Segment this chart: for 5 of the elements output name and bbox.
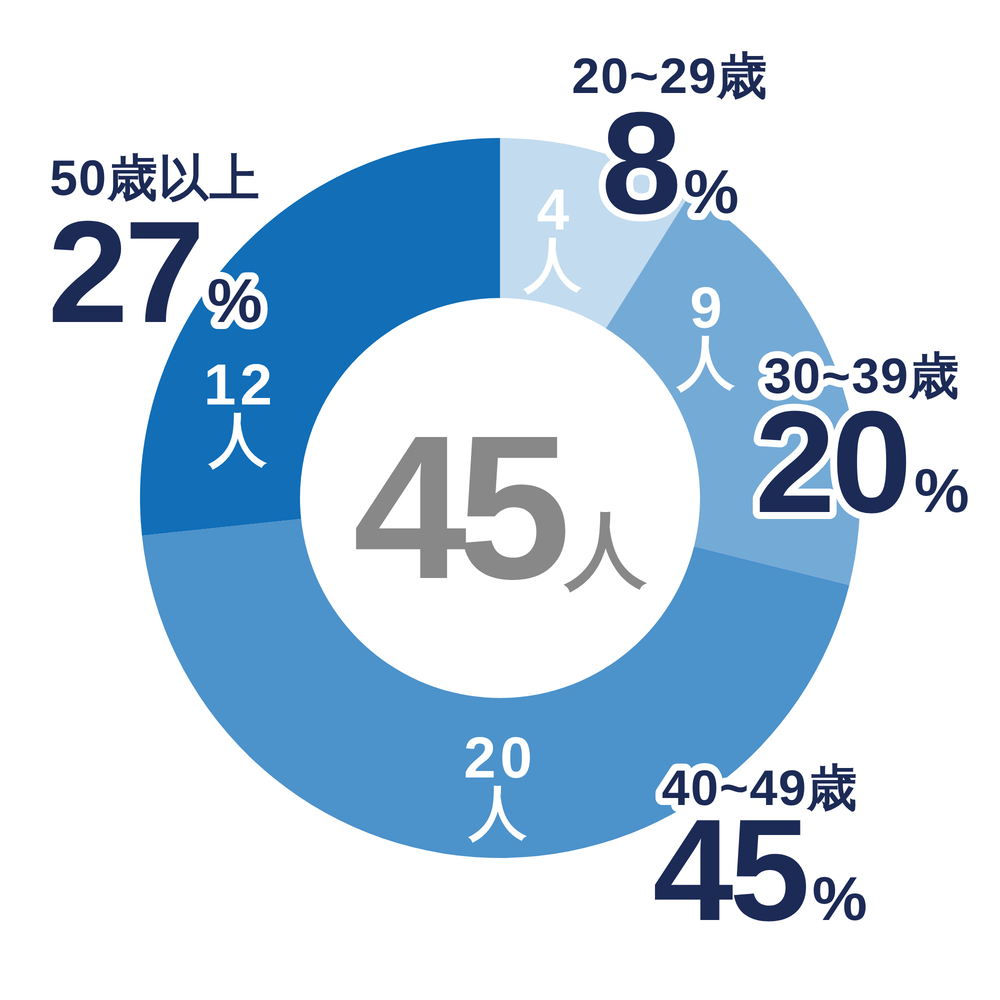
text: 45人 (352, 393, 648, 622)
data-label: 20 人 (464, 726, 536, 846)
data-label: 12 人 (204, 352, 276, 472)
data-label: 4 人 (523, 178, 586, 298)
data-label: 9 人 (676, 276, 739, 396)
